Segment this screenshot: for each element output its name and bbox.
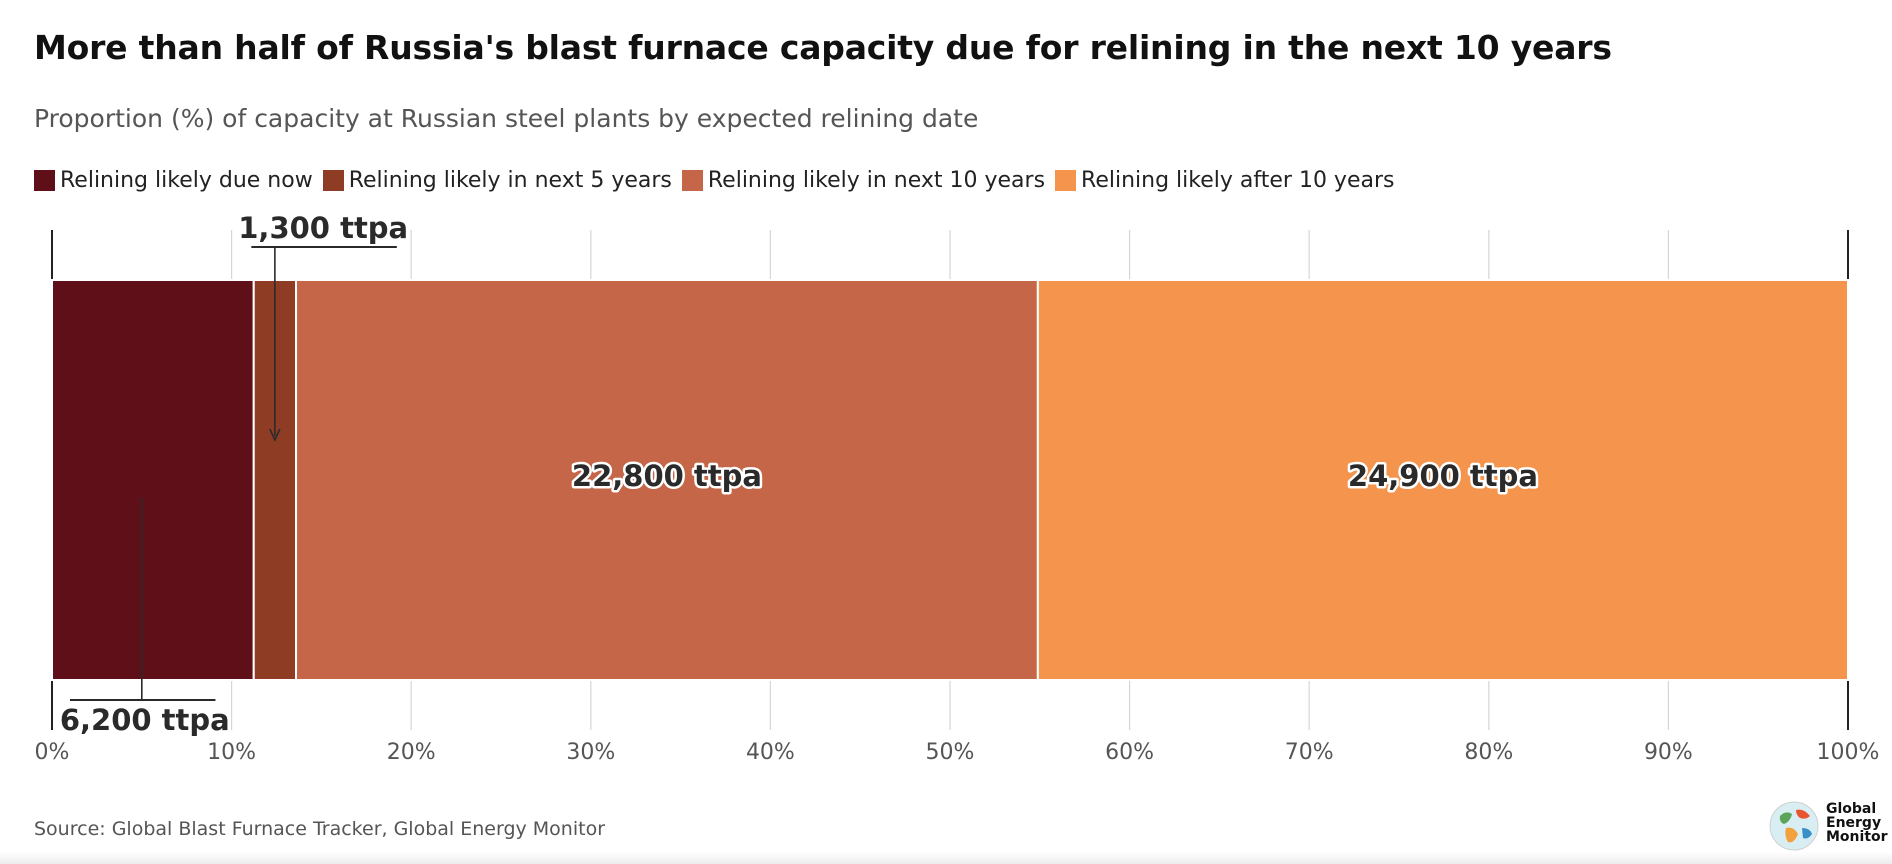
- data-label: 6,200 ttpa: [60, 703, 230, 737]
- logo-line: Global: [1826, 801, 1877, 817]
- legend-swatch: [681, 170, 703, 191]
- x-tick-label: 20%: [387, 740, 436, 765]
- legend-swatch: [1055, 170, 1077, 191]
- x-tick-label: 50%: [926, 740, 975, 765]
- chart-title: More than half of Russia's blast furnace…: [34, 28, 1612, 67]
- source-note: Source: Global Blast Furnace Tracker, Gl…: [34, 818, 606, 840]
- x-tick-label: 30%: [566, 740, 615, 765]
- legend-item-due-now[interactable]: Relining likely due now: [34, 168, 313, 193]
- x-tick-label: 10%: [207, 740, 256, 765]
- x-tick-label: 40%: [746, 740, 795, 765]
- legend-label: Relining likely after 10 years: [1081, 168, 1395, 193]
- stacked-bar-chart: 22,800 ttpa 24,900 ttpa 6,200 ttpa 1,300 tt…: [35, 211, 1880, 765]
- legend: Relining likely due now Relining likely …: [34, 168, 1404, 193]
- x-tick-label: 90%: [1644, 740, 1693, 765]
- legend-label: Relining likely due now: [60, 168, 313, 193]
- x-tick-label: 0%: [35, 740, 70, 765]
- legend-swatch: [322, 170, 344, 191]
- gem-logo: Global Energy Monitor: [1768, 800, 1892, 860]
- x-tick-label: 60%: [1105, 740, 1154, 765]
- x-tick-label: 70%: [1285, 740, 1334, 765]
- data-label: 22,800 ttpa: [572, 459, 762, 493]
- bar-segment: [295, 279, 1039, 681]
- bar-segment: [1036, 279, 1849, 681]
- globe-icon: [1769, 801, 1819, 851]
- chart-subtitle: Proportion (%) of capacity at Russian st…: [34, 104, 979, 133]
- legend-item-next-5-years[interactable]: Relining likely in next 5 years: [322, 168, 672, 193]
- x-tick-label: 80%: [1464, 740, 1513, 765]
- data-label: 1,300 ttpa: [238, 211, 408, 245]
- x-tick-label: 100%: [1817, 740, 1880, 765]
- bar-segment: [51, 279, 255, 681]
- legend-label: Relining likely in next 10 years: [707, 168, 1046, 193]
- logo-wordmark: Global Energy Monitor: [1826, 802, 1888, 844]
- legend-label: Relining likely in next 5 years: [348, 168, 672, 193]
- annotation-arrowhead: [269, 428, 281, 442]
- logo-line: Monitor: [1826, 829, 1888, 845]
- legend-swatch: [34, 170, 55, 191]
- legend-item-next-10-years[interactable]: Relining likely in next 10 years: [681, 168, 1046, 193]
- data-label: 24,900 ttpa: [1348, 459, 1538, 493]
- legend-item-after-10-years[interactable]: Relining likely after 10 years: [1055, 168, 1394, 193]
- logo-line: Energy: [1826, 815, 1882, 831]
- bottom-shadow: [0, 852, 1892, 864]
